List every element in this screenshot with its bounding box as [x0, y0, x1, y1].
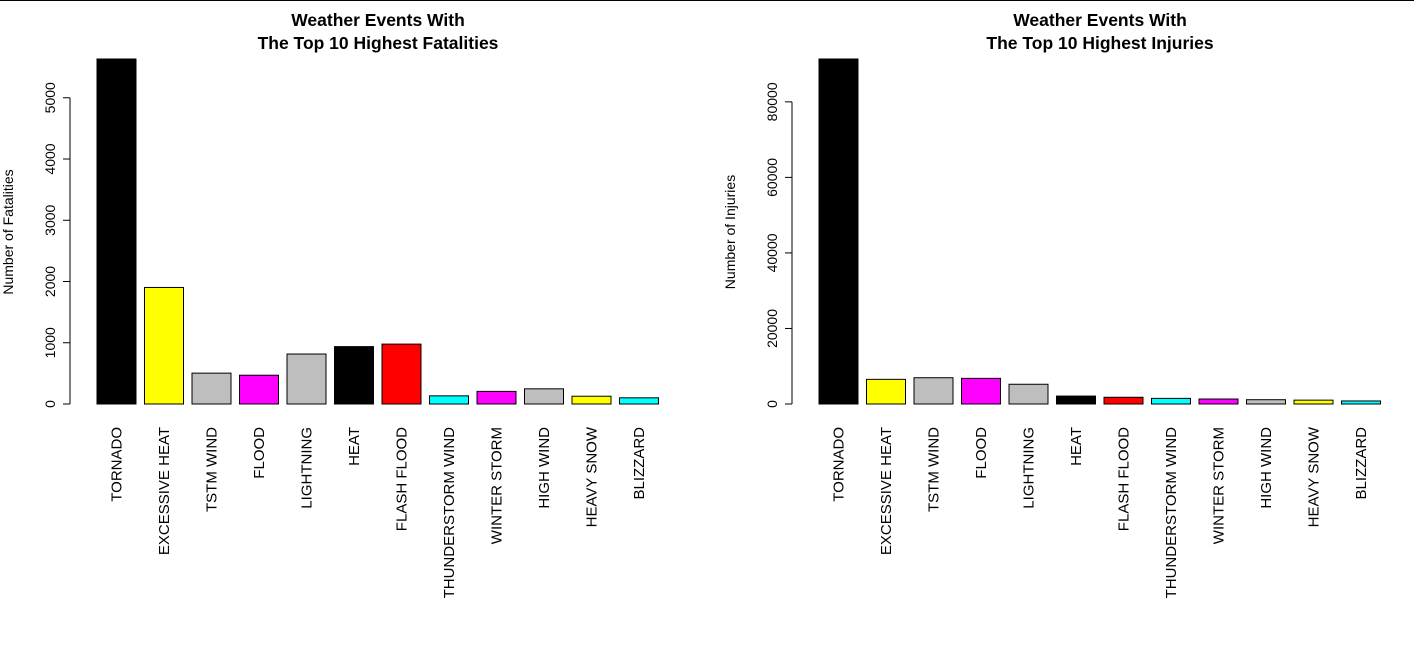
injuries-y-tick-label: 0	[764, 400, 780, 408]
injuries-chart-y-axis-title: Number of Injuries	[722, 175, 738, 289]
fatalities-bar-heat	[334, 346, 374, 405]
fatalities-bar-heavy-snow	[571, 395, 612, 405]
fatalities-category-label: HEAT	[346, 427, 363, 466]
fatalities-chart-title-line1: Weather Events With	[291, 10, 465, 30]
injuries-category-label: BLIZZARD	[1353, 427, 1370, 500]
injuries-chart-y-axis: 0 20000 40000 60000 80000	[764, 82, 793, 408]
fatalities-y-tick-label: 0	[42, 400, 58, 408]
fatalities-category-label: HEAVY SNOW	[584, 426, 601, 527]
injuries-bar-winter-storm	[1198, 398, 1239, 405]
fatalities-y-tick-label: 5000	[42, 82, 58, 113]
injuries-category-label: FLOOD	[973, 427, 990, 479]
injuries-chart-title-line1: Weather Events With	[1013, 10, 1187, 30]
injuries-category-label: LIGHTNING	[1021, 427, 1038, 509]
injuries-bar-flash-flood	[1103, 396, 1144, 405]
injuries-category-label: HEAT	[1068, 427, 1085, 466]
fatalities-category-label: HIGH WIND	[536, 427, 553, 509]
fatalities-category-label: FLOOD	[251, 427, 268, 479]
injuries-bar-thunderstorm-wind	[1151, 397, 1191, 405]
fatalities-chart-y-axis-title: Number of Fatalities	[0, 169, 16, 294]
fatalities-y-tick-label: 3000	[42, 204, 58, 235]
fatalities-bar-excessive-heat	[144, 286, 184, 405]
fatalities-bar-lightning	[286, 353, 327, 405]
fatalities-category-label: TORNADO	[109, 427, 126, 502]
fatalities-category-label: BLIZZARD	[631, 427, 648, 500]
injuries-category-label: HEAVY SNOW	[1306, 426, 1323, 527]
injuries-category-label: THUNDERSTORM WIND	[1163, 427, 1180, 599]
fatalities-bar-blizzard	[619, 397, 659, 405]
fatalities-bar-thunderstorm-wind	[429, 395, 469, 405]
injuries-category-label: TORNADO	[831, 427, 848, 502]
injuries-bar-heavy-snow	[1293, 399, 1334, 405]
fatalities-bar-tornado	[96, 58, 137, 405]
injuries-category-label: WINTER STORM	[1211, 427, 1228, 544]
fatalities-bar-tstm-wind	[191, 372, 232, 405]
injuries-bar-tstm-wind	[913, 377, 954, 405]
injuries-bar-heat	[1056, 395, 1096, 405]
injuries-category-label: TSTM WIND	[926, 427, 943, 512]
injuries-bar-flood	[961, 377, 1001, 405]
fatalities-y-tick-label: 4000	[42, 143, 58, 174]
fatalities-bar-high-wind	[524, 388, 564, 405]
injuries-y-tick-label: 20000	[764, 309, 780, 348]
fatalities-category-label: THUNDERSTORM WIND	[441, 427, 458, 599]
injuries-chart-bars	[818, 58, 1381, 405]
fatalities-category-label: WINTER STORM	[489, 427, 506, 544]
injuries-bar-blizzard	[1341, 400, 1381, 405]
fatalities-category-label: EXCESSIVE HEAT	[156, 427, 173, 555]
fatalities-chart: Weather Events With The Top 10 Highest F…	[0, 10, 659, 598]
fatalities-chart-category-labels: TORNADO EXCESSIVE HEAT TSTM WIND FLOOD LIGHT…	[109, 426, 649, 598]
injuries-bar-lightning	[1008, 383, 1049, 405]
injuries-y-tick-label: 40000	[764, 233, 780, 272]
injuries-bar-excessive-heat	[866, 378, 906, 405]
injuries-chart: Weather Events With The Top 10 Highest I…	[722, 10, 1381, 598]
injuries-chart-category-labels: TORNADO EXCESSIVE HEAT TSTM WIND FLOOD LIGHT…	[831, 426, 1371, 598]
injuries-bar-tornado	[818, 58, 859, 405]
fatalities-category-label: LIGHTNING	[299, 427, 316, 509]
injuries-category-label: FLASH FLOOD	[1116, 427, 1133, 531]
fatalities-bar-flood	[239, 374, 279, 405]
fatalities-category-label: TSTM WIND	[204, 427, 221, 512]
top-border	[0, 0, 1414, 1]
injuries-y-tick-label: 80000	[764, 82, 780, 121]
fatalities-category-label: FLASH FLOOD	[394, 427, 411, 531]
injuries-category-label: EXCESSIVE HEAT	[878, 427, 895, 555]
fatalities-bar-winter-storm	[476, 390, 517, 405]
injuries-category-label: HIGH WIND	[1258, 427, 1275, 509]
fatalities-chart-bars	[96, 58, 659, 405]
fatalities-chart-title-line2: The Top 10 Highest Fatalities	[258, 33, 499, 53]
fatalities-y-tick-label: 1000	[42, 327, 58, 358]
fatalities-bar-flash-flood	[381, 343, 422, 405]
fatalities-y-tick-label: 2000	[42, 266, 58, 297]
fatalities-chart-y-axis: 0 1000 2000 3000 4000 5000	[42, 82, 71, 408]
injuries-y-tick-label: 60000	[764, 158, 780, 197]
injuries-chart-title-line2: The Top 10 Highest Injuries	[986, 33, 1213, 53]
injuries-bar-high-wind	[1246, 399, 1286, 405]
